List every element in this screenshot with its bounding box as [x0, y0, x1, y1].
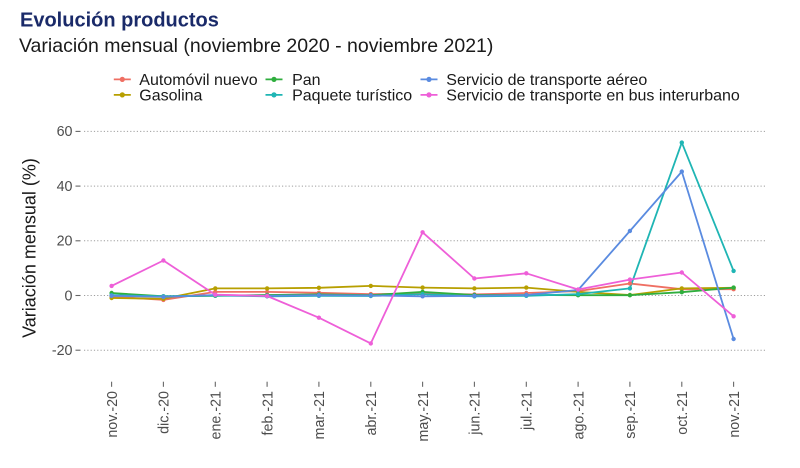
svg-text:Automóvil nuevo: Automóvil nuevo [139, 72, 257, 89]
svg-text:oct.-21: oct.-21 [675, 391, 691, 435]
svg-text:ago.-21: ago.-21 [571, 391, 587, 440]
svg-text:60: 60 [57, 124, 73, 140]
svg-text:jun.-21: jun.-21 [468, 391, 484, 436]
svg-text:Paquete turístico: Paquete turístico [292, 88, 412, 105]
svg-text:feb.-21: feb.-21 [260, 391, 276, 436]
svg-text:Evolución productos: Evolución productos [20, 10, 219, 32]
svg-text:Variación mensual (%): Variación mensual (%) [20, 158, 40, 338]
svg-text:Variación mensual (noviembre 2: Variación mensual (noviembre 2020 - novi… [19, 35, 493, 57]
svg-text:abr.-21: abr.-21 [364, 391, 380, 436]
svg-text:nov.-20: nov.-20 [105, 391, 121, 438]
svg-text:jul.-21: jul.-21 [520, 391, 536, 431]
svg-text:may.-21: may.-21 [416, 391, 432, 442]
svg-text:Pan: Pan [292, 72, 320, 89]
svg-text:nov.-21: nov.-21 [727, 391, 743, 438]
svg-text:ene.-21: ene.-21 [209, 391, 225, 440]
svg-text:Servicio de transporte en bus: Servicio de transporte en bus interurban… [446, 88, 740, 105]
svg-text:Gasolina: Gasolina [139, 88, 202, 105]
svg-text:mar.-21: mar.-21 [312, 391, 328, 440]
svg-text:Servicio de transporte aéreo: Servicio de transporte aéreo [446, 72, 647, 89]
svg-text:-20: -20 [52, 343, 73, 359]
svg-text:20: 20 [57, 234, 73, 250]
svg-text:0: 0 [65, 288, 73, 304]
svg-text:40: 40 [57, 179, 73, 195]
svg-text:sep.-21: sep.-21 [623, 391, 639, 439]
svg-text:dic.-20: dic.-20 [157, 391, 173, 434]
